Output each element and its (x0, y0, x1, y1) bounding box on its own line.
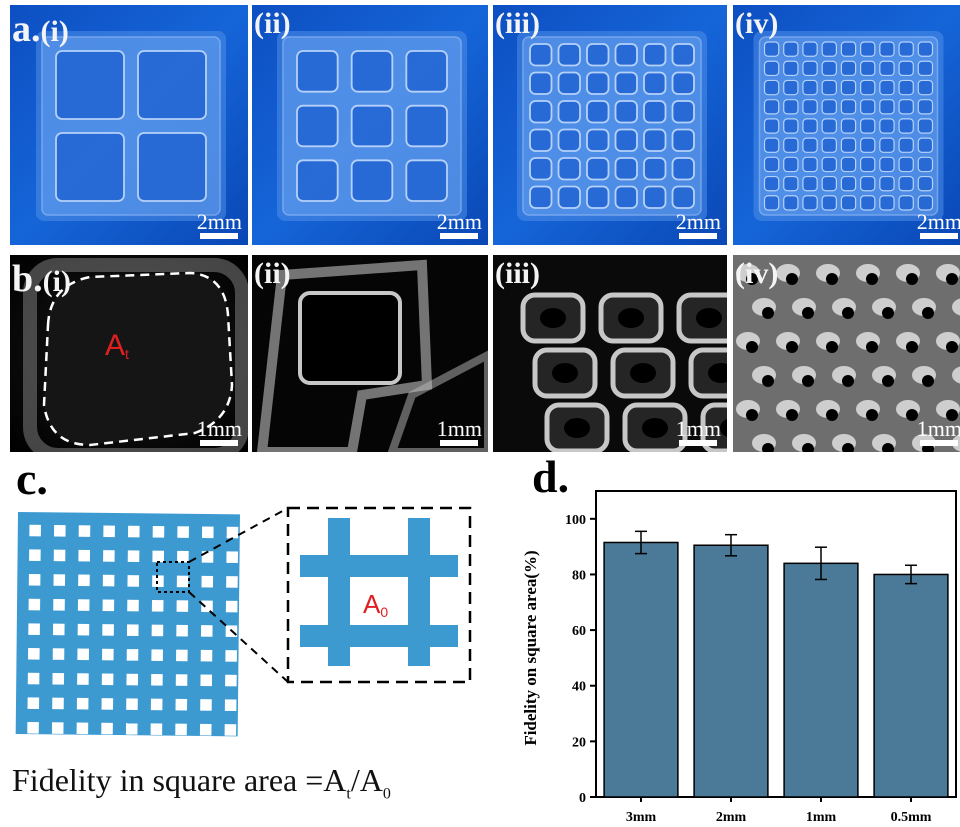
y-axis-label: Fidelity on square area(%) (521, 550, 540, 745)
scale-bar: 2mm (437, 209, 482, 239)
row-a-label: a. (12, 8, 41, 50)
x-tick-label: 2mm (716, 810, 747, 825)
area-label-at: At (105, 329, 129, 362)
panel-tag: (i) (40, 15, 69, 48)
panel-tag: (iv) (735, 7, 779, 40)
panel-tag: (iv) (735, 257, 779, 290)
y-tick-label: 100 (565, 513, 586, 528)
mesh-photo (10, 5, 248, 245)
panel-b-i: At b.(i) 1mm (10, 255, 248, 452)
scale-bar: 1mm (197, 416, 242, 446)
area-label-a0: A0 (363, 589, 388, 620)
micro-photo (493, 255, 727, 452)
row-b-label: b. (12, 258, 43, 300)
panel-a-ii: (ii) 2mm (252, 5, 488, 245)
scale-bar-label: 2mm (196, 209, 242, 234)
panel-a-iii: (iii) 2mm (493, 5, 727, 245)
plot-frame (595, 490, 957, 798)
inset-hash (300, 518, 458, 666)
y-tick-label: 60 (572, 624, 586, 639)
x-tick-label: 1mm (806, 810, 837, 825)
y-tick-label: 40 (572, 680, 586, 695)
panel-a-iv: (iv) 2mm (733, 5, 960, 245)
micro-photo: At (10, 255, 248, 452)
panel-tag: (iii) (495, 257, 540, 290)
fidelity-formula: Fidelity in square area =At/A0 (12, 762, 391, 803)
scale-bar: 1mm (437, 416, 482, 446)
scale-bar-label: 1mm (436, 416, 482, 441)
scale-bar: 1mm (917, 416, 960, 446)
mesh-photo (493, 5, 727, 245)
x-tick-label: 0.5mm (891, 810, 932, 825)
scale-bar-label: 2mm (436, 209, 482, 234)
bar-2mm (693, 544, 769, 798)
panel-tag: (iii) (495, 7, 540, 40)
y-tick-label: 20 (572, 735, 586, 750)
panel-tag: (ii) (254, 257, 291, 290)
panel-tag: (i) (42, 265, 71, 298)
panel-b-iv: (iv) 1mm (733, 255, 960, 452)
panel-tag: (ii) (254, 7, 291, 40)
panel-a-i: a.(i) 2mm (10, 5, 248, 245)
inset-frame (286, 506, 472, 684)
scale-bar: 1mm (676, 416, 721, 446)
scale-bar-label: 1mm (196, 416, 242, 441)
scale-bar: 2mm (676, 209, 721, 239)
mesh-photo (252, 5, 488, 245)
micro-photo (252, 255, 488, 452)
y-tick-label: 0 (579, 791, 586, 806)
fidelity-bar-chart: 0 20 40 60 80 100 3mm 2mm 1mm 0.5mm Fidelity on sq… (521, 490, 957, 825)
scale-bar: 2mm (197, 209, 242, 239)
bar-0.5mm (873, 573, 949, 798)
bar-3mm (603, 541, 679, 798)
scale-bar-label: 2mm (916, 209, 960, 234)
y-tick-label: 80 (572, 568, 586, 583)
panel-d-label: d. (532, 451, 570, 502)
panel-b-iii: (iii) 1mm (493, 255, 727, 452)
scale-bar: 2mm (917, 209, 960, 239)
scale-bar-label: 2mm (675, 209, 721, 234)
scale-bar-label: 1mm (675, 416, 721, 441)
mesh-photo (733, 5, 960, 245)
panel-c-schematic: A0 (15, 506, 472, 737)
panel-b-ii: (ii) 1mm (252, 255, 488, 452)
mesh-schematic (15, 511, 240, 737)
x-tick-label: 3mm (626, 810, 657, 825)
micro-photo (733, 255, 960, 452)
bar-1mm (783, 562, 859, 798)
scale-bar-label: 1mm (916, 416, 960, 441)
panel-c-label: c. (16, 453, 48, 504)
